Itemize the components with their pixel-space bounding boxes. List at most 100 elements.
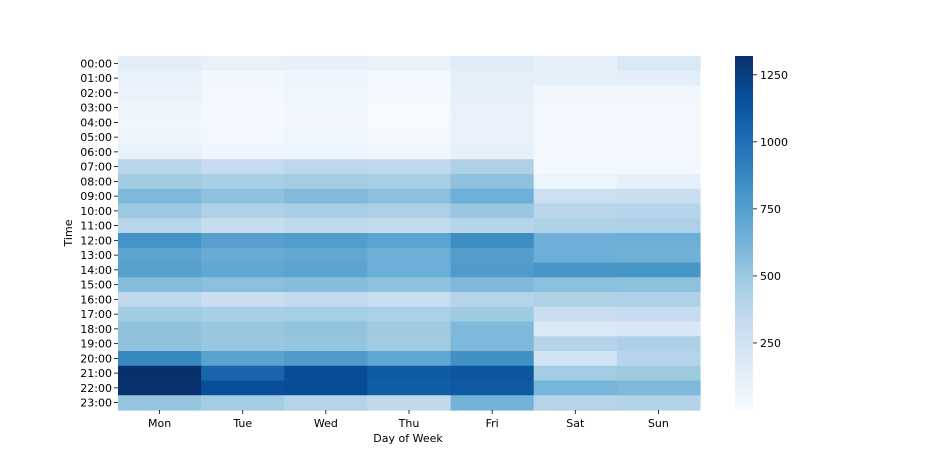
heatmap-cell — [367, 247, 452, 264]
heatmap-cell — [616, 306, 701, 323]
heatmap-cell — [367, 85, 452, 101]
heatmap-cell — [118, 159, 202, 175]
heatmap-cell — [616, 365, 701, 382]
heatmap-cell — [284, 100, 369, 116]
heatmap-cell — [533, 129, 618, 146]
x-tick-label: Wed — [314, 417, 338, 430]
heatmap-cell — [284, 380, 369, 396]
heatmap-cell — [367, 188, 452, 205]
heatmap-cell — [201, 129, 285, 146]
heatmap-cell — [450, 159, 535, 175]
heatmap-cell — [533, 351, 618, 367]
x-tick-label: Tue — [232, 417, 252, 430]
heatmap-cell — [367, 306, 452, 323]
y-tick-label: 20:00 — [80, 352, 112, 365]
heatmap-cell — [450, 262, 535, 278]
colorbar-tick-label: 1000 — [760, 136, 788, 149]
heatmap-cell — [118, 85, 202, 101]
heatmap-cell — [118, 365, 202, 382]
heatmap-cell — [201, 292, 285, 308]
heatmap-cell — [118, 351, 202, 367]
heatmap-cell — [616, 203, 701, 219]
heatmap-cell — [367, 56, 452, 72]
heatmap-cell — [533, 188, 618, 205]
heatmap-cell — [616, 247, 701, 264]
heatmap-cell — [533, 56, 618, 72]
heatmap-cell — [450, 144, 535, 160]
heatmap-cell — [118, 144, 202, 160]
heatmap-cell — [367, 351, 452, 367]
heatmap-cell — [284, 203, 369, 219]
heatmap-cell — [284, 85, 369, 101]
heatmap-cell — [367, 233, 452, 249]
heatmap-cell — [533, 218, 618, 234]
y-tick-label: 18:00 — [80, 323, 112, 336]
heatmap-cell — [533, 159, 618, 175]
x-tick-label: Thu — [398, 417, 420, 430]
heatmap-cell — [284, 365, 369, 382]
colorbar-tick-label: 250 — [760, 337, 781, 350]
x-tick-label: Sun — [648, 417, 669, 430]
heatmap-cell — [284, 174, 369, 190]
heatmap-cell — [450, 277, 535, 293]
colorbar-ticks: 250 500 750 1000 1250 — [753, 69, 788, 350]
heatmap-cell — [367, 277, 452, 293]
heatmap-cell — [616, 56, 701, 72]
heatmap-cell — [118, 115, 202, 131]
heatmap-cell — [201, 144, 285, 160]
heatmap-cell — [616, 188, 701, 205]
heatmap-cell — [201, 233, 285, 249]
heatmap-cell — [367, 159, 452, 175]
heatmap-cell — [284, 247, 369, 264]
y-tick-label: 08:00 — [80, 175, 112, 188]
heatmap-cell — [201, 188, 285, 205]
heatmap-cell — [616, 262, 701, 278]
heatmap-cell — [533, 380, 618, 396]
heatmap-cell — [616, 144, 701, 160]
y-tick-label: 15:00 — [80, 279, 112, 292]
heatmap-cell — [367, 174, 452, 190]
heatmap-cell — [533, 115, 618, 131]
heatmap-cell — [367, 144, 452, 160]
heatmap-cell — [616, 100, 701, 116]
heatmap-cell — [201, 306, 285, 323]
heatmap-cell — [118, 262, 202, 278]
heatmap-cell — [367, 115, 452, 131]
heatmap-cell — [118, 70, 202, 87]
heatmap-cell — [284, 144, 369, 160]
heatmap-cell — [201, 262, 285, 278]
heatmap-cell — [367, 321, 452, 337]
colorbar-tick-label: 1250 — [760, 69, 788, 82]
heatmap-cell — [284, 292, 369, 308]
heatmap-cell — [201, 380, 285, 396]
heatmap-cell — [201, 395, 285, 411]
heatmap-cell — [450, 233, 535, 249]
heatmap-cell — [616, 159, 701, 175]
heatmap-cell — [284, 70, 369, 87]
heatmap-cell — [616, 218, 701, 234]
heatmap-cell — [450, 85, 535, 101]
heatmap-cell — [118, 395, 202, 411]
heatmap-cell — [450, 174, 535, 190]
heatmap-cell — [118, 336, 202, 352]
heatmap-cell — [367, 380, 452, 396]
y-tick-label: 04:00 — [80, 116, 112, 129]
heatmap-cell — [450, 365, 535, 382]
heatmap-cell — [367, 262, 452, 278]
heatmap-cells — [118, 56, 701, 411]
heatmap-cell — [118, 233, 202, 249]
heatmap-cell — [284, 321, 369, 337]
heatmap-cell — [118, 100, 202, 116]
heatmap-cell — [616, 70, 701, 87]
heatmap-cell — [118, 218, 202, 234]
heatmap-cell — [118, 380, 202, 396]
heatmap-cell — [367, 395, 452, 411]
heatmap-cell — [616, 336, 701, 352]
heatmap-cell — [616, 174, 701, 190]
heatmap-cell — [201, 218, 285, 234]
heatmap-cell — [201, 247, 285, 264]
heatmap-cell — [284, 336, 369, 352]
heatmap-cell — [118, 292, 202, 308]
heatmap-cell — [616, 277, 701, 293]
y-tick-label: 01:00 — [80, 72, 112, 85]
